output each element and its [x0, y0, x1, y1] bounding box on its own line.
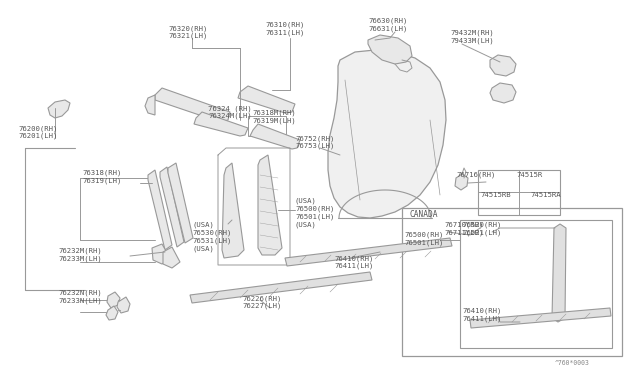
Polygon shape — [490, 55, 516, 76]
Polygon shape — [490, 83, 516, 103]
Polygon shape — [152, 244, 170, 264]
Bar — [402, 208, 622, 356]
Polygon shape — [107, 292, 120, 308]
Text: 76630(RH)
76631(LH): 76630(RH) 76631(LH) — [368, 18, 408, 32]
Text: 76232M(RH)
76233M(LH): 76232M(RH) 76233M(LH) — [58, 248, 102, 262]
Polygon shape — [163, 247, 180, 268]
Text: 76520(RH)
76521(LH): 76520(RH) 76521(LH) — [462, 222, 501, 236]
Text: (USA)
76500(RH)
76501(LH)
(USA): (USA) 76500(RH) 76501(LH) (USA) — [295, 198, 334, 228]
Text: 76320(RH)
76321(LH): 76320(RH) 76321(LH) — [168, 25, 207, 39]
Polygon shape — [552, 224, 566, 322]
Polygon shape — [48, 100, 70, 118]
Text: 76310(RH)
76311(LH): 76310(RH) 76311(LH) — [265, 22, 305, 36]
Text: 76500(RH)
76501(LH): 76500(RH) 76501(LH) — [404, 232, 444, 246]
Polygon shape — [145, 95, 155, 115]
Polygon shape — [148, 170, 172, 250]
Polygon shape — [160, 167, 184, 247]
Text: (USA)
76530(RH)
76531(LH)
(USA): (USA) 76530(RH) 76531(LH) (USA) — [192, 222, 232, 252]
Text: 74515RA: 74515RA — [530, 192, 561, 198]
Polygon shape — [250, 124, 300, 149]
Text: 76226(RH)
76227(LH): 76226(RH) 76227(LH) — [242, 295, 282, 309]
Text: 76410(RH)
76411(LH): 76410(RH) 76411(LH) — [462, 308, 501, 322]
Text: 76318M(RH)
76319M(LH): 76318M(RH) 76319M(LH) — [252, 110, 296, 124]
Polygon shape — [258, 155, 282, 255]
Text: 74515RB: 74515RB — [480, 192, 511, 198]
Text: 76752(RH)
76753(LH): 76752(RH) 76753(LH) — [295, 135, 334, 149]
Text: 79432M(RH)
79433M(LH): 79432M(RH) 79433M(LH) — [450, 30, 493, 44]
Text: 76716(RH): 76716(RH) — [456, 172, 495, 179]
Text: 76232N(RH)
76233N(LH): 76232N(RH) 76233N(LH) — [58, 290, 102, 304]
Polygon shape — [194, 112, 248, 136]
Polygon shape — [368, 35, 412, 64]
Text: CANADA: CANADA — [410, 210, 438, 219]
Polygon shape — [470, 308, 611, 328]
Bar — [478, 170, 560, 215]
Polygon shape — [222, 163, 244, 258]
Polygon shape — [238, 86, 295, 113]
Polygon shape — [285, 238, 452, 266]
Text: 76410(RH)
76411(LH): 76410(RH) 76411(LH) — [334, 255, 373, 269]
Polygon shape — [106, 306, 118, 320]
Text: 74515R: 74515R — [516, 172, 542, 178]
Polygon shape — [155, 88, 230, 122]
Polygon shape — [328, 50, 446, 218]
Polygon shape — [190, 272, 372, 303]
Bar — [460, 220, 612, 348]
Text: ^760*0003: ^760*0003 — [555, 360, 590, 366]
Polygon shape — [168, 163, 193, 243]
Polygon shape — [455, 174, 468, 190]
Text: 76324 (RH)
76324M(LH): 76324 (RH) 76324M(LH) — [208, 105, 252, 119]
Polygon shape — [117, 297, 130, 313]
Text: 76710(RH)
76711(LH): 76710(RH) 76711(LH) — [444, 222, 483, 236]
Text: 76200(RH)
76201(LH): 76200(RH) 76201(LH) — [18, 125, 58, 139]
Text: 76318(RH)
76319(LH): 76318(RH) 76319(LH) — [82, 170, 122, 184]
Bar — [248, 116, 286, 136]
